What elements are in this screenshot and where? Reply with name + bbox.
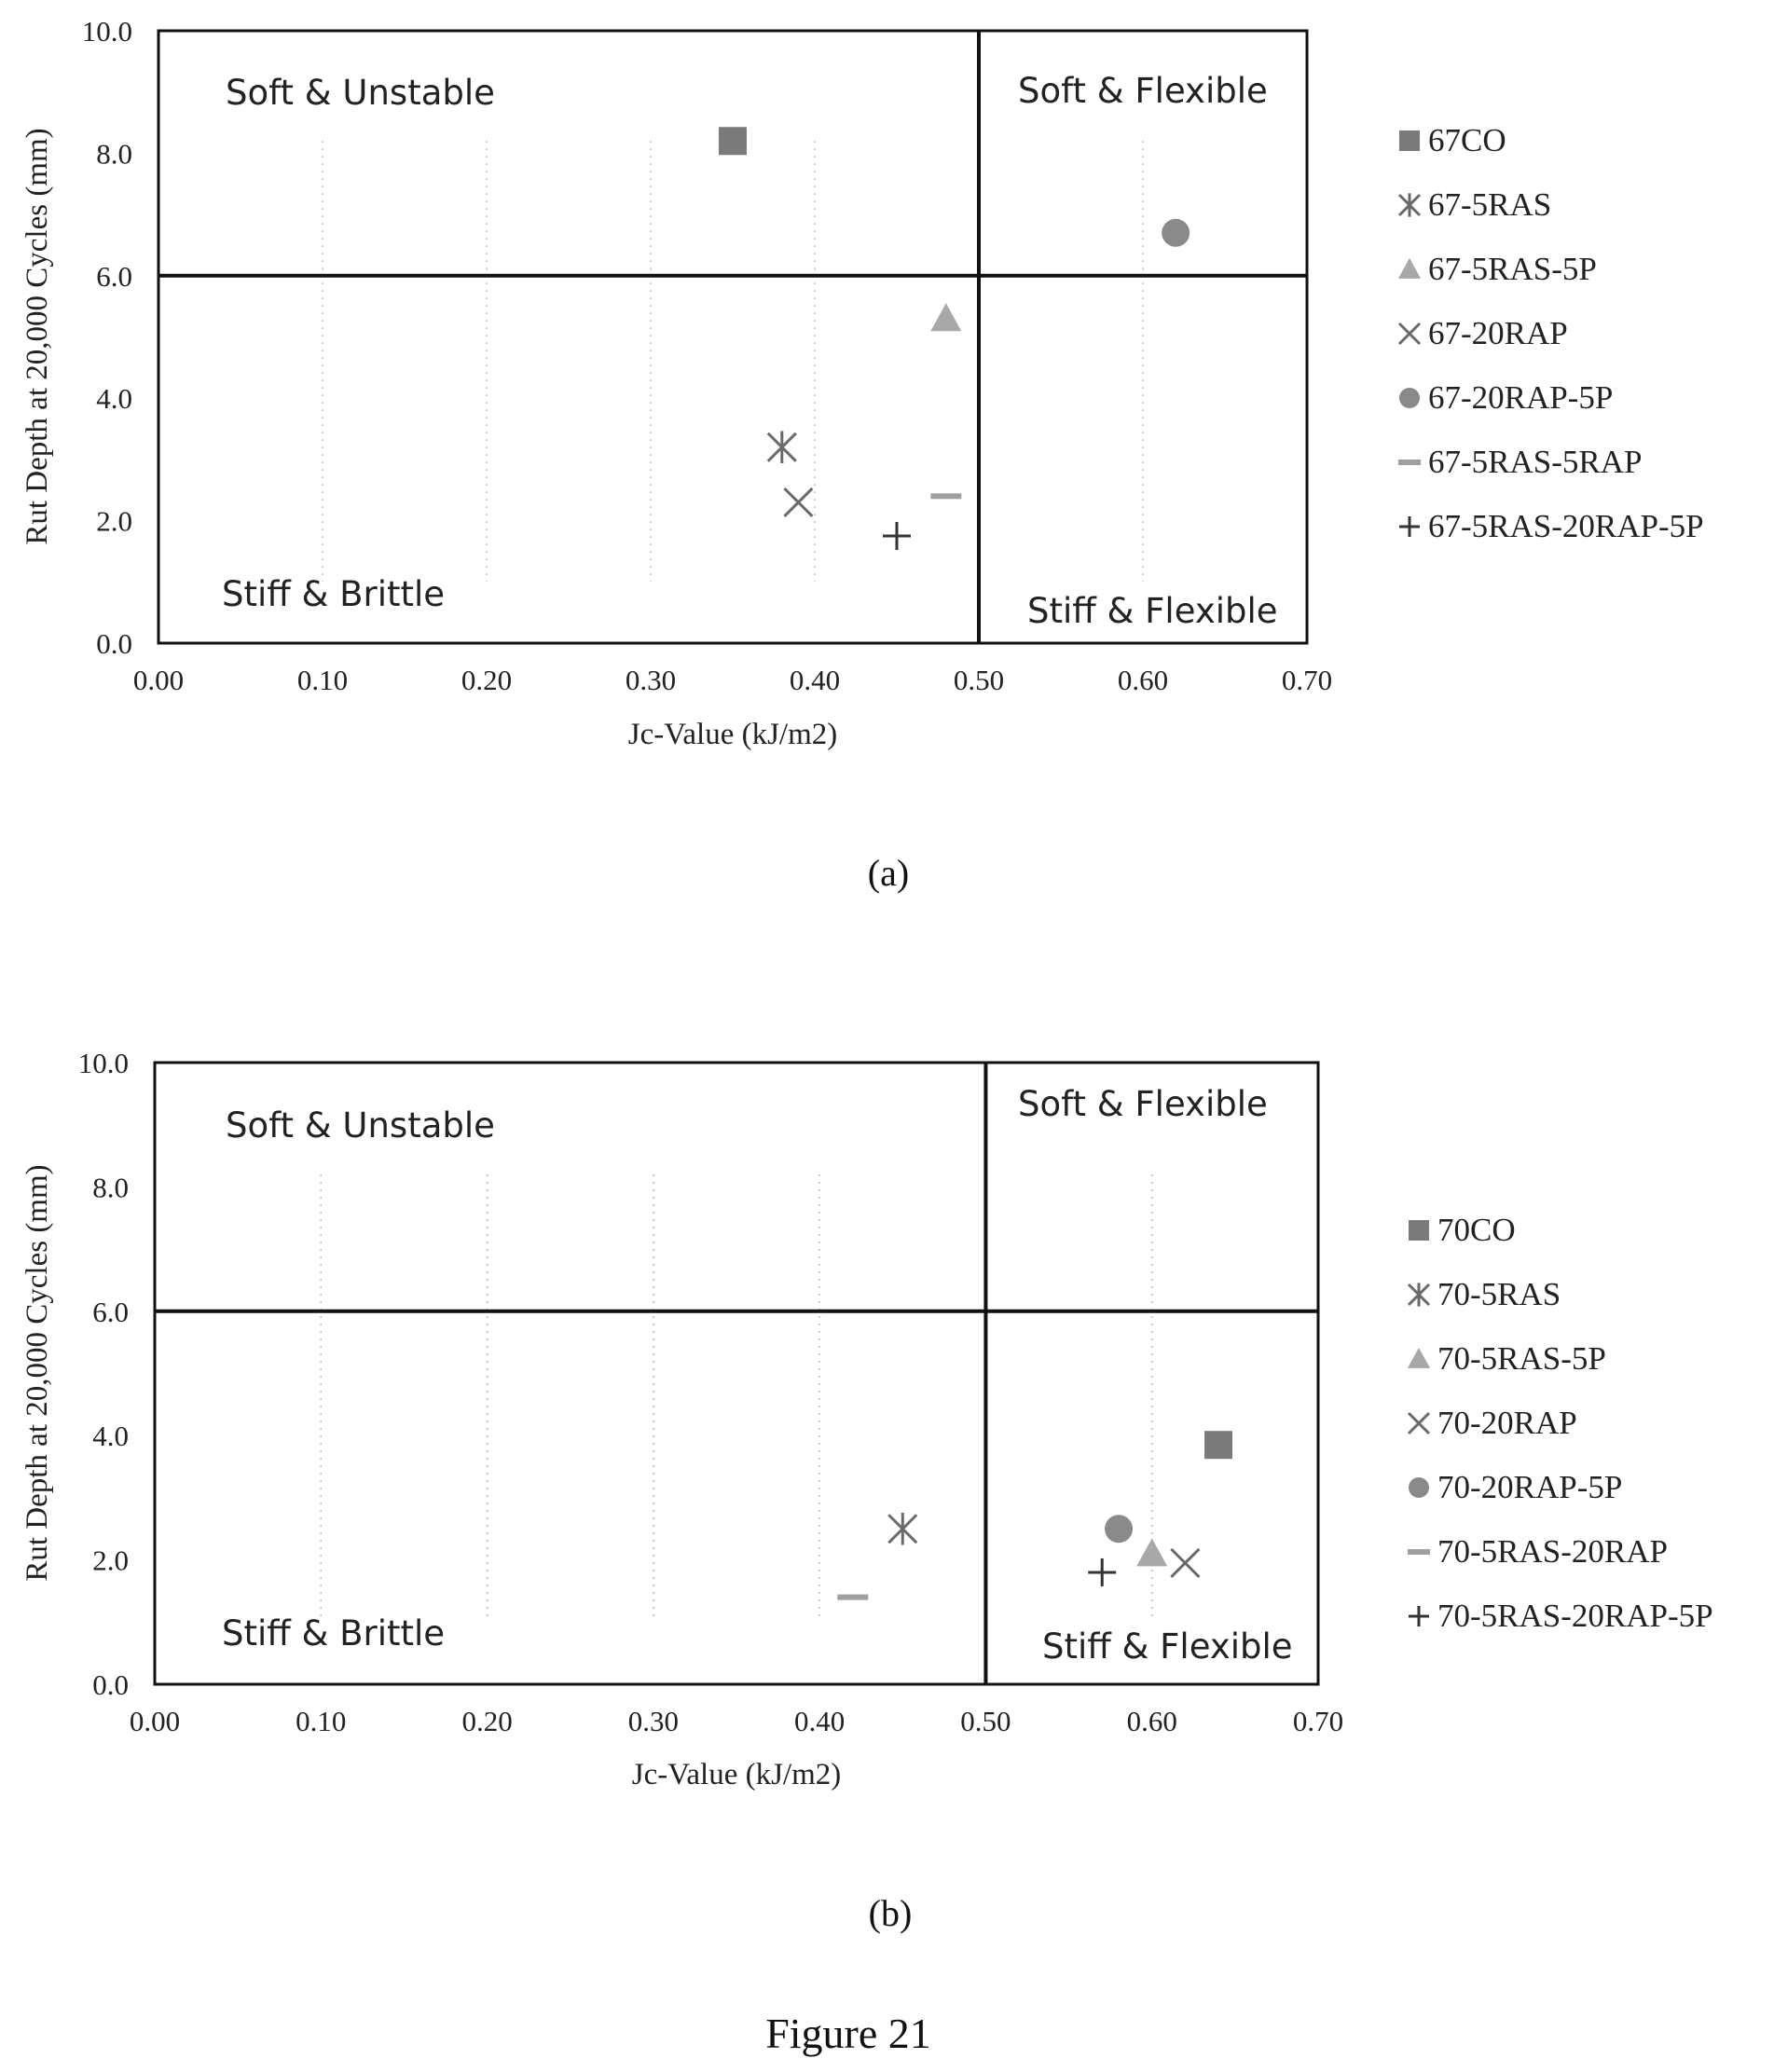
x-tick-label: 0.10 xyxy=(296,1705,346,1737)
legend-marker-67-20rap xyxy=(1397,322,1422,346)
data-point-70-5ras-5p xyxy=(1136,1538,1168,1567)
plot-area-frame xyxy=(153,1061,1320,1686)
y-tick-label: 10.0 xyxy=(82,15,132,48)
legend-label: 67-5RAS-20RAP-5P xyxy=(1428,508,1704,544)
y-tick-label: 6.0 xyxy=(96,260,132,293)
x-tick-label: 0.00 xyxy=(130,1705,180,1737)
zone-label-stiff-brittle: Stiff & Brittle xyxy=(222,1613,445,1653)
x-tick-label: 0.60 xyxy=(1118,664,1168,696)
x-axis-title: Jc-Value (kJ/m2) xyxy=(632,1758,842,1791)
legend-marker-70-20rap xyxy=(1407,1411,1431,1435)
data-point-67-5ras-20rap-5p xyxy=(883,522,911,551)
y-tick-label: 2.0 xyxy=(92,1544,129,1577)
data-point-67-5ras-5rap xyxy=(930,493,962,500)
legend-label: 67-5RAS xyxy=(1428,186,1551,223)
y-axis-title: Rut Depth at 20,000 Cycles (mm) xyxy=(21,1164,54,1581)
x-tick-label: 0.50 xyxy=(954,664,1004,696)
legend-marker-70-20rap-5p xyxy=(1409,1477,1429,1498)
legend-marker-67-5ras xyxy=(1397,193,1422,217)
y-tick-label: 0.0 xyxy=(96,627,132,660)
legend-label: 70-20RAP xyxy=(1437,1405,1577,1441)
legend: 67CO 67-5RAS 67-5RAS-5P 67-20RAP 67-20RAP-5P… xyxy=(1397,122,1704,544)
zone-label-soft-flexible: Soft & Flexible xyxy=(1018,1084,1268,1124)
y-tick-label: 6.0 xyxy=(92,1296,129,1328)
x-tick-label: 0.20 xyxy=(461,664,512,696)
data-point-70-5ras-20rap xyxy=(837,1594,869,1600)
legend-label: 67-5RAS-5RAP xyxy=(1428,444,1642,480)
zone-label-stiff-flexible: Stiff & Flexible xyxy=(1042,1626,1293,1667)
data-point-67-5ras xyxy=(766,431,797,464)
zone-label-soft-flexible: Soft & Flexible xyxy=(1018,71,1268,111)
legend-label: 67CO xyxy=(1428,122,1506,158)
data-points xyxy=(719,127,1190,551)
data-point-70-20rap-5p xyxy=(1105,1515,1134,1544)
x-tick-label: 0.50 xyxy=(960,1705,1011,1737)
data-point-70co xyxy=(1204,1431,1233,1460)
legend-label: 70-5RAS xyxy=(1437,1276,1561,1312)
legend-label: 67-20RAP xyxy=(1428,315,1568,351)
x-tick-label: 0.70 xyxy=(1293,1705,1343,1737)
y-tick-label: 4.0 xyxy=(96,382,132,415)
data-point-67-20rap-5p xyxy=(1162,218,1190,247)
panel-caption-a: (a) xyxy=(868,852,909,894)
data-points xyxy=(837,1431,1233,1600)
minor-gridlines xyxy=(322,141,1144,583)
x-tick-label: 0.60 xyxy=(1127,1705,1177,1737)
y-tick-label: 8.0 xyxy=(92,1171,129,1203)
data-point-70-5ras xyxy=(887,1513,918,1545)
y-tick-label: 8.0 xyxy=(96,137,132,170)
y-tick-label: 0.0 xyxy=(92,1668,129,1701)
zone-label-stiff-brittle: Stiff & Brittle xyxy=(222,574,445,614)
y-tick-label: 4.0 xyxy=(92,1420,129,1452)
legend: 70CO 70-5RAS 70-5RAS-5P 70-20RAP 70-20RAP-5P… xyxy=(1407,1212,1713,1634)
legend-label: 67-5RAS-5P xyxy=(1428,251,1597,287)
legend-label: 70-20RAP-5P xyxy=(1437,1469,1622,1505)
x-axis-title: Jc-Value (kJ/m2) xyxy=(628,718,838,751)
x-tick-label: 0.40 xyxy=(790,664,840,696)
legend-marker-67-5ras-5rap xyxy=(1397,460,1422,465)
legend-marker-67co xyxy=(1399,130,1420,151)
zone-label-soft-unstable: Soft & Unstable xyxy=(226,73,495,113)
zone-label-stiff-flexible: Stiff & Flexible xyxy=(1027,591,1278,631)
x-tick-label: 0.20 xyxy=(461,1705,512,1737)
data-point-70-5ras-20rap-5p xyxy=(1088,1557,1117,1586)
x-tick-label: 0.40 xyxy=(794,1705,845,1737)
legend-marker-67-5ras-20rap-5p xyxy=(1399,516,1420,537)
legend-label: 70-5RAS-20RAP xyxy=(1437,1533,1668,1570)
x-tick-label: 0.70 xyxy=(1282,664,1332,696)
legend-marker-70-5ras-20rap xyxy=(1407,1549,1431,1555)
y-tick-label: 2.0 xyxy=(96,505,132,538)
legend-label: 70CO xyxy=(1437,1212,1516,1248)
data-point-67-5ras-5p xyxy=(930,303,962,332)
x-tick-label: 0.00 xyxy=(133,664,184,696)
y-axis-title: Rut Depth at 20,000 Cycles (mm) xyxy=(21,128,54,544)
legend-label: 70-5RAS-5P xyxy=(1437,1340,1606,1377)
chart-panel-b: 0.0 2.0 4.0 6.0 8.0 10.0 0.00 0.10 0.20 0.30 0.40… xyxy=(21,1047,1713,1934)
x-tick-label: 0.10 xyxy=(297,664,348,696)
x-tick-label: 0.30 xyxy=(628,1705,679,1737)
figure-caption: Figure 21 xyxy=(765,2010,931,2057)
legend-marker-70-5ras xyxy=(1407,1283,1431,1307)
plot-area-frame xyxy=(157,29,1309,645)
legend-label: 70-5RAS-20RAP-5P xyxy=(1437,1598,1713,1634)
legend-marker-70-5ras-5p xyxy=(1407,1347,1431,1368)
y-tick-label: 10.0 xyxy=(78,1047,129,1079)
legend-marker-67-5ras-5p xyxy=(1397,257,1422,279)
legend-marker-67-20rap-5p xyxy=(1399,388,1420,408)
panel-caption-b: (b) xyxy=(869,1892,913,1934)
chart-panel-a: 0.0 2.0 4.0 6.0 8.0 10.0 0.00 0.10 0.20 0.30 0.40… xyxy=(21,15,1704,894)
data-point-67-20rap xyxy=(783,487,814,517)
minor-gridlines xyxy=(320,1174,1153,1623)
legend-label: 67-20RAP-5P xyxy=(1428,379,1613,416)
x-tick-label: 0.30 xyxy=(626,664,676,696)
data-point-70-20rap xyxy=(1170,1547,1201,1578)
legend-marker-70co xyxy=(1409,1220,1429,1241)
data-point-67co xyxy=(719,127,747,156)
legend-marker-70-5ras-20rap-5p xyxy=(1409,1606,1429,1626)
zone-label-soft-unstable: Soft & Unstable xyxy=(226,1105,495,1146)
